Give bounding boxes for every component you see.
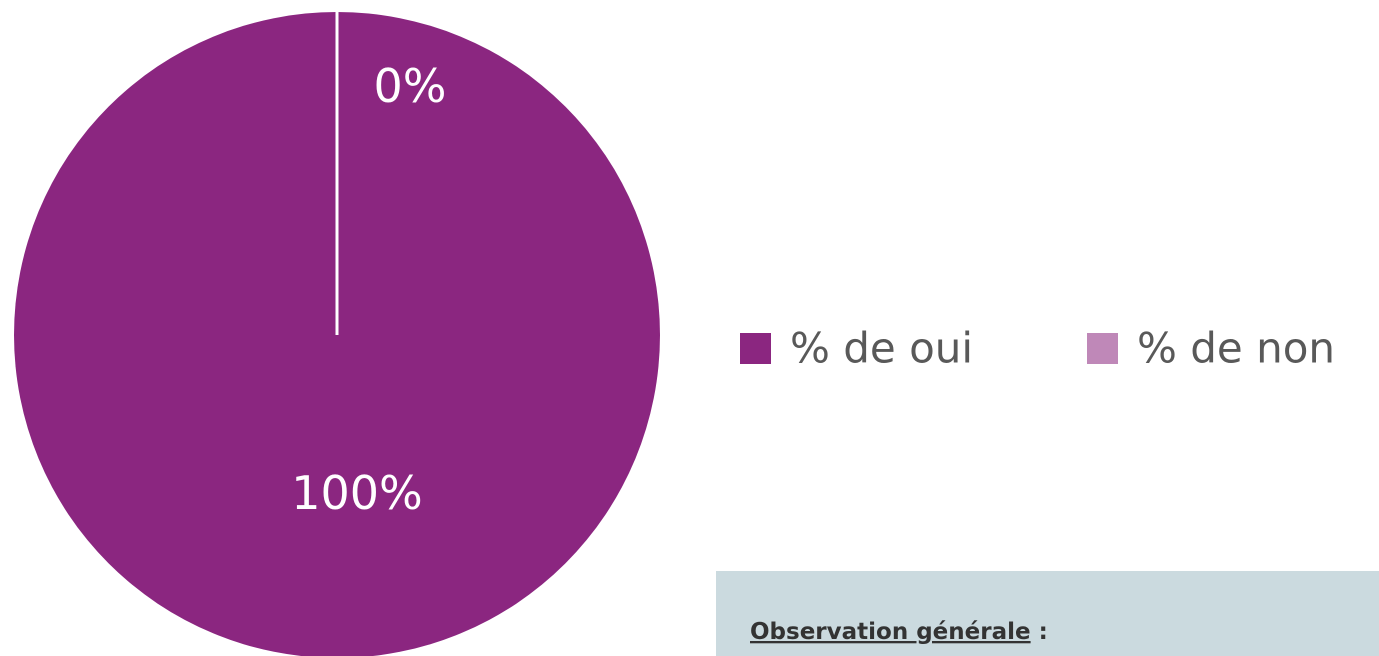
observation-title: Observation générale — [750, 619, 1031, 645]
legend-swatch — [1087, 333, 1118, 364]
slice-label: 0% — [374, 59, 447, 113]
legend-label: % de oui — [790, 324, 973, 373]
observation-panel — [716, 571, 1379, 656]
legend-swatch — [740, 333, 771, 364]
legend-label: % de non — [1137, 324, 1335, 373]
observation-heading: Observation générale : — [750, 619, 1048, 645]
observation-colon: : — [1039, 619, 1048, 645]
slice-label: 100% — [291, 466, 423, 520]
